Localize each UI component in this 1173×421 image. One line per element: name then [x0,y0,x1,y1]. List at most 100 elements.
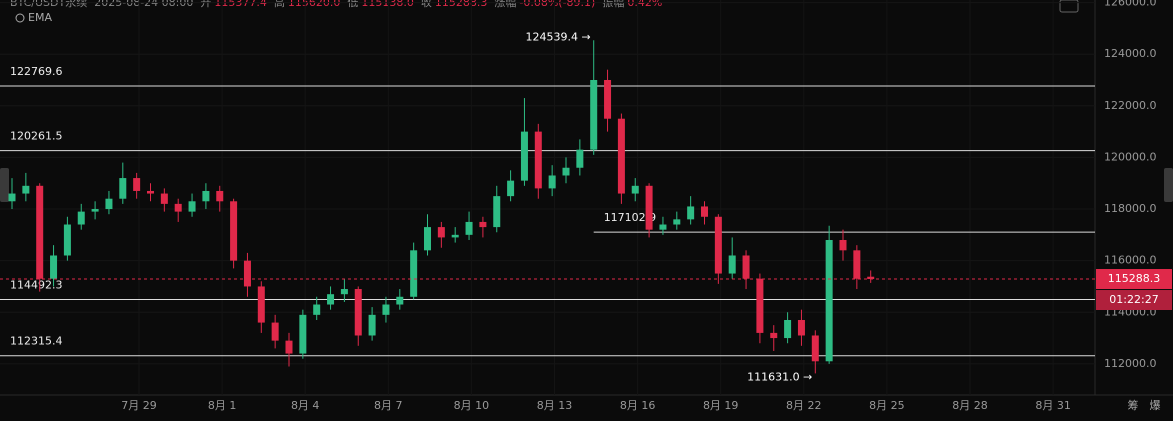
header-change-label: 涨幅 [494,0,516,9]
bottom-button[interactable]: 爆 [1150,398,1161,412]
header-close-label: 收 [421,0,432,9]
candle-body [340,289,348,295]
x-tick-label: 8月 28 [952,399,988,412]
header-amp-label: 振幅 [602,0,624,9]
level-label: 120261.5 [10,130,63,143]
candle-body [368,314,376,336]
level-label: 112315.4 [10,335,63,348]
candle-body [285,340,293,354]
indicator-label[interactable]: EMA [28,11,52,24]
level-label: 117102.9 [604,211,657,224]
candle-body [604,80,612,119]
candle-body [36,185,44,279]
countdown-box [1096,290,1172,311]
candle-body [617,118,625,194]
x-tick-label: 8月 31 [1035,399,1071,412]
candle-body [147,190,154,194]
candle-body [257,286,265,323]
candle-body [230,201,238,261]
header-high: 115620.0 [288,0,341,9]
candle-body [825,240,833,362]
x-tick-label: 8月 25 [869,399,905,412]
candle-body [493,196,501,228]
candle-body [174,203,182,212]
candle-body [742,255,750,279]
candle-body [548,175,556,189]
level-label: 122769.6 [10,65,63,78]
candle-body [63,224,71,256]
candle-body [160,193,168,204]
candle-body [271,322,279,341]
x-tick-label: 8月 19 [703,399,739,412]
header-low-label: 低 [347,0,358,9]
candle-body [659,224,667,230]
candle-body [687,206,695,220]
header: BTC/USDT永续 2025-08-24 08:00 开 115377.4 高 1156… [10,0,662,9]
x-tick-label: 8月 4 [291,399,320,412]
candle-body [797,320,805,336]
candle-body [8,193,16,202]
candle-body [91,209,99,212]
bottom-button[interactable]: 筹 [1128,398,1139,412]
candle-body [839,240,847,251]
candle-body [520,131,528,181]
candle-body [299,314,307,354]
scroll-left[interactable] [0,168,9,202]
x-tick-label: 8月 10 [454,399,490,412]
header-close: 115288.3 [435,0,488,9]
candle-body [424,227,431,251]
y-tick-label: 124000.0 [1104,47,1157,60]
candle-body [410,250,418,297]
extreme-label: 111631.0 → [747,370,812,383]
candle-body [396,296,404,305]
candle-body [631,185,639,194]
x-tick-label: 7月 29 [121,399,157,412]
header-low: 115138.0 [361,0,414,9]
y-tick-label: 116000.0 [1104,254,1157,267]
scroll-right[interactable] [1164,168,1173,202]
y-tick-label: 120000.0 [1104,150,1157,163]
header-time: 2025-08-24 08:00 [94,0,193,9]
candle-body [867,276,875,280]
indicator-icon[interactable] [15,13,25,23]
candle-body [77,211,85,225]
candle-body [811,335,819,362]
candle-body [437,227,445,238]
candle-body [451,234,459,238]
y-tick-label: 126000.0 [1104,0,1157,9]
x-tick-label: 8月 1 [208,399,237,412]
extreme-label: 124539.4 → [525,30,590,43]
fullscreen-button[interactable] [1059,0,1079,13]
candle-body [327,294,335,305]
header-open-label: 开 [200,0,211,9]
x-tick-label: 8月 16 [620,399,656,412]
candle-body [590,80,598,150]
candle-body [50,255,58,279]
candle-body [188,201,196,212]
header-symbol: BTC/USDT永续 [10,0,87,9]
header-change: -0.08%(-89.1) [519,0,595,9]
candle-body [853,250,861,279]
candle-body [714,216,722,274]
x-tick-label: 8月 13 [537,399,573,412]
y-tick-label: 112000.0 [1104,357,1157,370]
candle-body [534,131,542,189]
candle-body [576,149,584,168]
candle-body [313,304,321,315]
candle-body [202,190,210,202]
candle-body [119,178,127,199]
candle-body [479,221,487,228]
candle-body [22,185,30,194]
candle-body [382,304,390,315]
header-amp: 0.42% [627,0,662,9]
candle-body [243,260,251,287]
candle-body [701,206,708,217]
candle-body [673,219,681,225]
candle-body [562,167,570,176]
candle-body [728,255,736,274]
header-high-label: 高 [274,0,285,9]
candle-body [465,221,473,235]
candle-body [354,289,362,336]
